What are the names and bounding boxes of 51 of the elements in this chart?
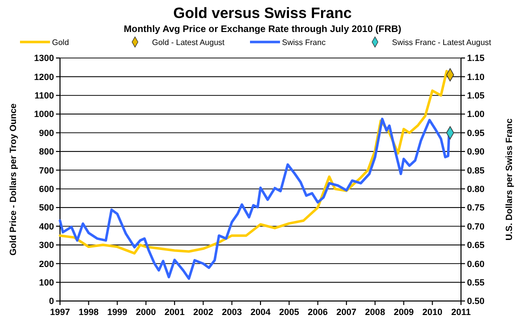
- legend-label: Swiss Franc: [282, 38, 326, 47]
- y-tick-label: 1100: [34, 90, 54, 101]
- y2-tick-label: 0.85: [467, 165, 485, 176]
- x-tick-label: 2004: [250, 307, 271, 317]
- x-tick-label: 2008: [365, 307, 386, 317]
- chart-title: Gold versus Swiss Franc: [173, 5, 352, 22]
- y-tick-label: 0: [48, 296, 54, 306]
- y-tick-label: 400: [38, 221, 54, 232]
- y-tick-label: 300: [38, 240, 54, 250]
- x-tick-label: 2009: [394, 307, 414, 317]
- y-tick-label: 200: [38, 258, 54, 269]
- y-tick-label: 100: [38, 277, 54, 288]
- x-tick-label: 2006: [308, 307, 328, 317]
- y2-tick-label: 1.05: [467, 90, 485, 101]
- x-tick-label: 2005: [279, 307, 300, 317]
- y2-tick-label: 0.50: [467, 296, 485, 306]
- y2-tick-label: 1.15: [467, 53, 485, 64]
- y2-tick-label: 0.90: [467, 146, 485, 157]
- y2-tick-label: 0.75: [467, 202, 485, 213]
- y2-tick-label: 0.55: [467, 277, 485, 288]
- y2-axis-title: U.S. Dollars per Swiss Franc: [504, 118, 514, 241]
- y-tick-label: 1000: [34, 109, 54, 120]
- x-tick-label: 1997: [50, 307, 70, 317]
- y2-tick-label: 0.60: [467, 258, 485, 269]
- y-tick-label: 500: [38, 202, 54, 213]
- y2-tick-label: 1.10: [467, 72, 485, 82]
- x-tick-label: 2010: [422, 307, 442, 317]
- y-tick-label: 1200: [34, 72, 54, 82]
- y2-tick-label: 0.80: [467, 184, 485, 194]
- legend-label: Gold - Latest August: [152, 38, 226, 47]
- x-tick-label: 1998: [78, 307, 99, 317]
- x-tick-label: 2001: [164, 307, 185, 317]
- x-tick-label: 1999: [107, 307, 128, 317]
- y2-tick-label: 1.00: [467, 109, 485, 120]
- chart-subtitle: Monthly Avg Price or Exchange Rate through July 2010 (FRB): [124, 24, 402, 35]
- y-tick-label: 900: [38, 128, 54, 138]
- x-tick-label: 2002: [193, 307, 214, 317]
- x-tick-label: 2007: [336, 307, 356, 317]
- y-tick-label: 1300: [34, 53, 54, 64]
- y-tick-label: 800: [38, 146, 54, 157]
- y2-tick-label: 0.65: [467, 240, 485, 250]
- x-tick-label: 2003: [222, 307, 242, 317]
- y-axis-title: Gold Price - Dollars per Troy Ounce: [8, 103, 18, 256]
- legend-label: Gold: [52, 38, 69, 47]
- y2-tick-label: 0.95: [467, 128, 485, 138]
- y-tick-label: 600: [38, 184, 54, 194]
- x-tick-label: 2000: [136, 307, 156, 317]
- legend-label: Swiss Franc - Latest August: [392, 38, 492, 47]
- y-tick-label: 700: [38, 165, 54, 176]
- y2-tick-label: 0.70: [467, 221, 485, 232]
- x-tick-label: 2011: [451, 307, 471, 317]
